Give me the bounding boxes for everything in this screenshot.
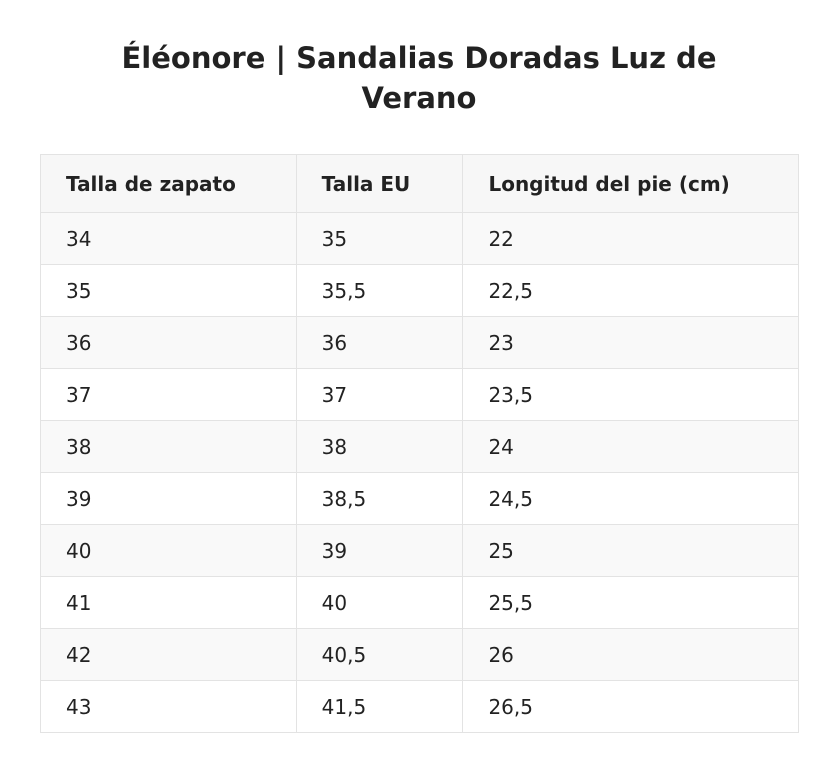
cell-foot-length: 22 — [462, 212, 799, 265]
header-eu-size: Talla EU — [295, 154, 464, 213]
cell-eu-size: 36 — [295, 316, 464, 369]
cell-shoe-size: 38 — [40, 420, 297, 473]
header-shoe-size: Talla de zapato — [40, 154, 297, 213]
cell-foot-length: 24,5 — [462, 472, 799, 525]
cell-eu-size: 38 — [295, 420, 464, 473]
table-row: 34 35 22 — [40, 212, 799, 265]
cell-shoe-size: 39 — [40, 472, 297, 525]
cell-eu-size: 38,5 — [295, 472, 464, 525]
cell-eu-size: 40,5 — [295, 628, 464, 681]
cell-foot-length: 25,5 — [462, 576, 799, 629]
cell-foot-length: 25 — [462, 524, 799, 577]
cell-foot-length: 23,5 — [462, 368, 799, 421]
table-row: 35 35,5 22,5 — [40, 264, 799, 317]
page-title: Éléonore | Sandalias Doradas Luz de Vera… — [121, 41, 717, 115]
cell-shoe-size: 36 — [40, 316, 297, 369]
table-row: 39 38,5 24,5 — [40, 472, 799, 525]
table-row: 37 37 23,5 — [40, 368, 799, 421]
cell-eu-size: 35,5 — [295, 264, 464, 317]
table-row: 42 40,5 26 — [40, 628, 799, 681]
cell-foot-length: 26,5 — [462, 680, 799, 733]
cell-eu-size: 41,5 — [295, 680, 464, 733]
cell-shoe-size: 41 — [40, 576, 297, 629]
cell-shoe-size: 40 — [40, 524, 297, 577]
cell-foot-length: 24 — [462, 420, 799, 473]
cell-eu-size: 37 — [295, 368, 464, 421]
cell-foot-length: 23 — [462, 316, 799, 369]
cell-shoe-size: 34 — [40, 212, 297, 265]
table-row: 38 38 24 — [40, 420, 799, 473]
cell-foot-length: 26 — [462, 628, 799, 681]
cell-shoe-size: 37 — [40, 368, 297, 421]
table-row: 43 41,5 26,5 — [40, 680, 799, 733]
cell-eu-size: 39 — [295, 524, 464, 577]
cell-eu-size: 35 — [295, 212, 464, 265]
table-row: 36 36 23 — [40, 316, 799, 369]
table-row: 41 40 25,5 — [40, 576, 799, 629]
cell-shoe-size: 42 — [40, 628, 297, 681]
cell-shoe-size: 43 — [40, 680, 297, 733]
cell-eu-size: 40 — [295, 576, 464, 629]
table-header: Talla de zapato Talla EU Longitud del pi… — [40, 154, 799, 213]
table-body: 34 35 22 35 35,5 22,5 36 36 23 37 37 23,… — [40, 212, 799, 733]
header-foot-length: Longitud del pie (cm) — [462, 154, 799, 213]
size-chart-table: Talla de zapato Talla EU Longitud del pi… — [40, 154, 799, 733]
table-row: 40 39 25 — [40, 524, 799, 577]
header-row: Talla de zapato Talla EU Longitud del pi… — [40, 154, 799, 213]
cell-foot-length: 22,5 — [462, 264, 799, 317]
cell-shoe-size: 35 — [40, 264, 297, 317]
